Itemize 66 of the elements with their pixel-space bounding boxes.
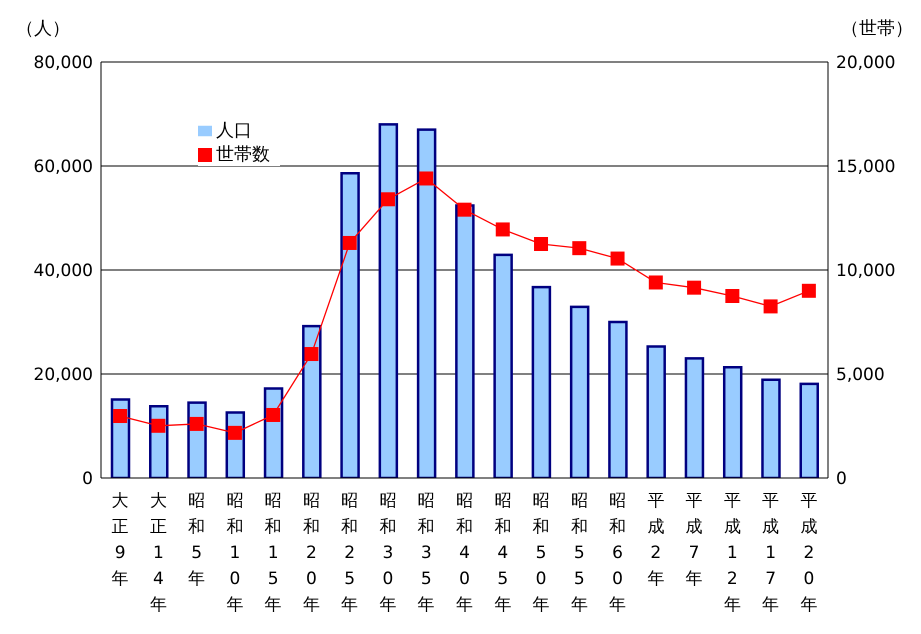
legend-label: 人口 — [216, 120, 252, 141]
x-tick-label: 平成12年 — [724, 491, 741, 615]
point — [648, 275, 663, 290]
x-tick-label: 平成20年 — [800, 491, 818, 615]
bar — [684, 357, 704, 478]
bar — [378, 123, 398, 478]
bar — [493, 254, 513, 478]
point — [266, 408, 280, 422]
y-axis-title: （人） — [16, 17, 70, 40]
bar — [761, 378, 781, 478]
x-tick-label: 昭和25年 — [341, 491, 358, 615]
point — [228, 426, 242, 440]
x-tick-label: 昭和50年 — [532, 491, 550, 615]
bar — [416, 128, 436, 478]
x-tick-label: 昭和10年 — [226, 491, 244, 615]
point — [458, 202, 472, 217]
point — [725, 289, 740, 303]
x-tick-label: 昭和20年 — [302, 491, 320, 615]
y2-tick-label: 20,000 — [836, 53, 896, 74]
point — [534, 237, 548, 251]
point — [380, 192, 395, 206]
bar — [799, 382, 819, 478]
y-tick-label: 60,000 — [34, 157, 93, 178]
x-tick-label: 大正14年 — [150, 491, 167, 615]
bar — [722, 366, 742, 478]
x-tick-label: 昭和60年 — [609, 491, 626, 615]
x-tick-label: 平成17年 — [762, 491, 780, 615]
bar — [532, 286, 552, 478]
y2-axis-title: （世帯） — [841, 17, 913, 40]
point — [419, 171, 434, 186]
bar — [646, 345, 666, 478]
x-tick-label: 昭和40年 — [456, 491, 473, 615]
point — [342, 236, 357, 250]
x-tick-label: 昭和45年 — [494, 491, 512, 615]
point — [304, 347, 318, 362]
y-tick-label: 20,000 — [34, 365, 93, 386]
point — [113, 409, 128, 424]
x-tick-label: 平成2年 — [647, 491, 664, 589]
x-tick-label: 昭和55年 — [570, 491, 588, 615]
y2-tick-label: 0 — [836, 469, 847, 490]
x-tick-label: 昭和15年 — [264, 491, 282, 615]
x-tick-label: 大正9年 — [112, 491, 129, 589]
y-tick-label: 80,000 — [34, 53, 93, 74]
point — [496, 222, 510, 236]
point — [687, 280, 702, 295]
bar — [608, 320, 628, 478]
point — [802, 284, 816, 298]
legend-label: 世帯数 — [216, 144, 270, 165]
x-tick-label: 昭和5年 — [188, 491, 206, 589]
bar — [302, 324, 322, 478]
x-tick-label: 平成7年 — [686, 491, 703, 589]
x-tick-label: 昭和35年 — [418, 491, 435, 615]
point — [572, 241, 586, 256]
point — [190, 416, 204, 431]
y2-tick-label: 10,000 — [836, 261, 896, 282]
bar — [570, 306, 590, 478]
y-tick-label: 0 — [82, 469, 93, 490]
y2-tick-label: 5,000 — [836, 365, 885, 386]
bar — [340, 172, 360, 478]
point — [151, 418, 166, 433]
y-tick-label: 40,000 — [34, 261, 93, 282]
y2-tick-label: 15,000 — [836, 157, 896, 178]
bar — [455, 204, 475, 478]
point — [610, 252, 625, 266]
point — [764, 299, 778, 314]
x-tick-label: 昭和30年 — [379, 491, 396, 615]
